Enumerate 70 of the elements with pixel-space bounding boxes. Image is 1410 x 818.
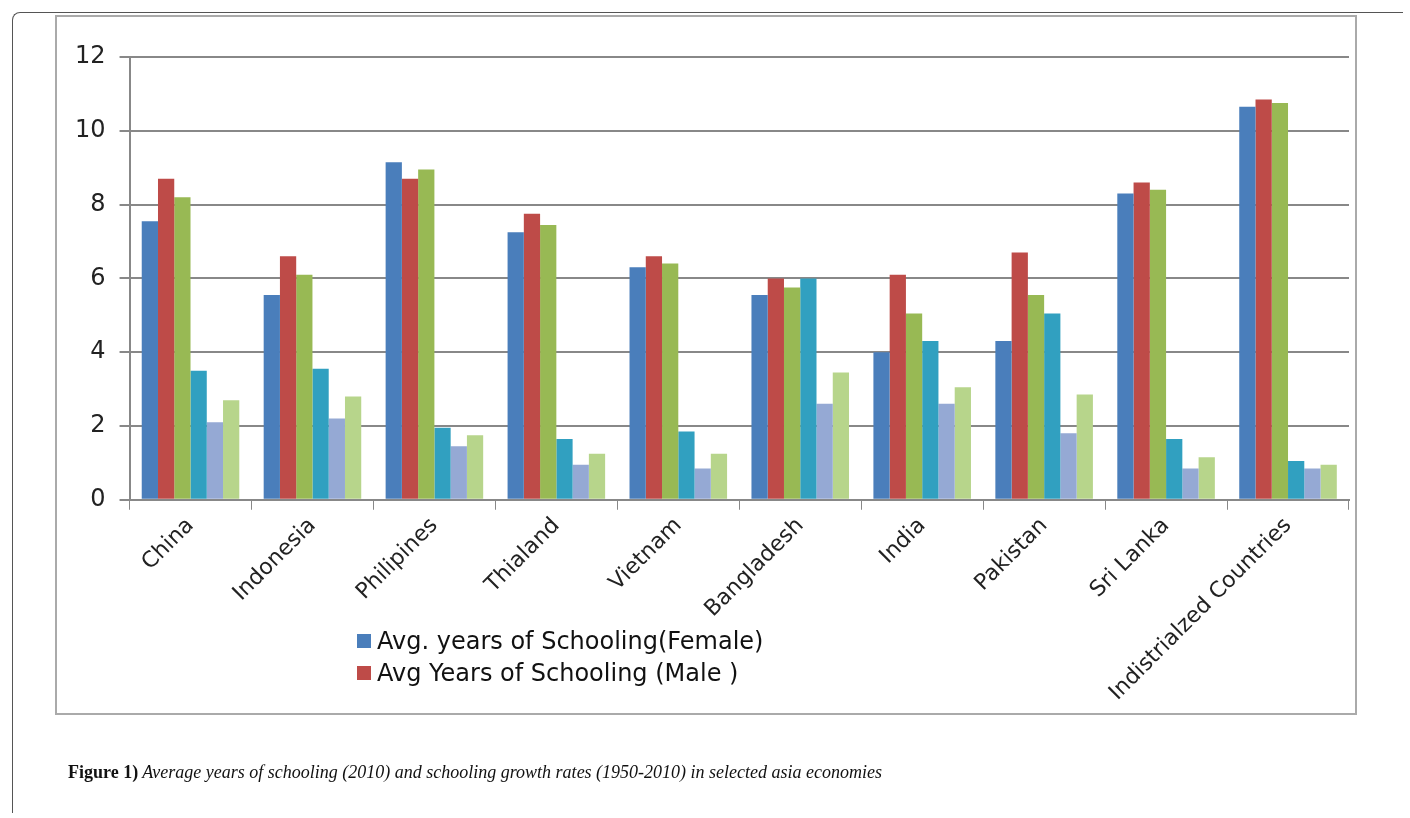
bar <box>1044 313 1061 499</box>
bar <box>694 468 711 499</box>
y-tick-label: 10 <box>74 115 106 144</box>
bar <box>922 341 939 499</box>
bar <box>995 341 1012 499</box>
bar <box>523 213 541 499</box>
bar <box>1027 294 1045 499</box>
bar <box>344 396 362 499</box>
bar <box>767 278 784 499</box>
bar <box>1149 189 1167 499</box>
bar <box>572 464 589 499</box>
bar <box>954 387 971 499</box>
bar <box>645 256 663 499</box>
bar <box>296 274 313 499</box>
y-tick-label: 2 <box>90 410 106 439</box>
bar <box>223 400 240 499</box>
bar <box>783 287 801 499</box>
bar <box>174 197 191 499</box>
bar <box>540 224 557 499</box>
bar <box>466 435 484 499</box>
bar <box>385 162 402 499</box>
legend-label: Avg. years of Schooling(Female) <box>377 627 764 655</box>
bar <box>1320 464 1337 499</box>
caption: Figure 1) Average years of schooling (2010) and schooling growth rates (1950-2010) in selected asia economies <box>68 762 883 782</box>
bar <box>1288 461 1305 499</box>
bar <box>938 403 955 499</box>
bar <box>588 453 606 499</box>
bar <box>1117 193 1134 499</box>
bar <box>800 278 817 499</box>
bar <box>418 169 435 499</box>
bar <box>1060 433 1077 499</box>
bar <box>157 178 175 499</box>
bar <box>1076 394 1093 499</box>
bar <box>873 352 890 499</box>
bar <box>434 427 451 499</box>
bar <box>1239 106 1256 499</box>
bar <box>450 446 467 499</box>
bar <box>328 418 345 499</box>
bar <box>507 232 524 499</box>
bar <box>1182 468 1199 499</box>
bar <box>1255 99 1272 499</box>
bar <box>1271 103 1289 499</box>
bar <box>751 294 768 499</box>
bar <box>1166 438 1183 499</box>
bar <box>263 294 280 499</box>
y-tick-label: 12 <box>74 41 106 70</box>
bar <box>1304 468 1321 499</box>
bar <box>1198 457 1215 499</box>
y-tick-label: 0 <box>90 484 106 512</box>
bar <box>1133 182 1150 499</box>
bar <box>1011 252 1028 499</box>
bar <box>401 178 419 499</box>
y-tick-label: 8 <box>90 188 106 217</box>
bar <box>662 263 679 499</box>
bar <box>710 453 728 499</box>
y-tick-label: 4 <box>90 336 106 365</box>
y-tick-label: 6 <box>90 262 106 291</box>
bar <box>312 368 329 499</box>
bar <box>206 422 224 499</box>
bar <box>190 370 207 499</box>
bar <box>889 274 906 499</box>
bar <box>141 221 158 499</box>
bar <box>556 438 573 499</box>
bar <box>816 403 833 499</box>
bar <box>678 431 695 499</box>
bar <box>629 267 646 499</box>
bar <box>832 372 850 499</box>
bar <box>905 313 923 499</box>
legend-label: Avg Years of Schooling (Male ) <box>377 659 739 687</box>
bar <box>279 256 297 499</box>
